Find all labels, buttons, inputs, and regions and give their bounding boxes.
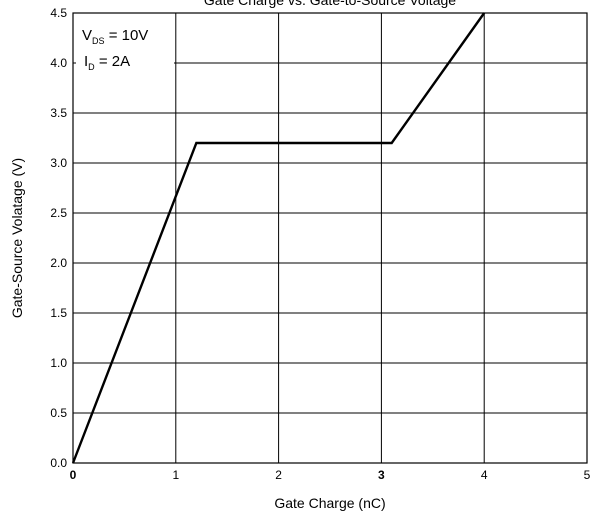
id-value: = 2A xyxy=(95,53,130,70)
y-tick-label: 4.0 xyxy=(50,56,67,70)
annotation-background xyxy=(76,16,174,88)
x-tick-label: 1 xyxy=(172,468,179,482)
vds-value: = 10V xyxy=(105,27,149,44)
y-tick-label: 2.5 xyxy=(50,206,67,220)
series-layer xyxy=(71,12,486,464)
x-tick-label: 3 xyxy=(378,468,385,482)
y-tick-label: 1.5 xyxy=(50,306,67,320)
y-tick-label: 0.0 xyxy=(50,456,67,470)
x-tick-label: 5 xyxy=(584,468,591,482)
y-axis-title: Gate-Source Volatage (V) xyxy=(9,158,25,318)
y-tick-label: 3.0 xyxy=(50,156,67,170)
y-tick-label: 0.5 xyxy=(50,406,67,420)
x-axis-ticks: 0 1 2 3 4 5 xyxy=(70,468,591,482)
vds-symbol: V xyxy=(82,27,92,44)
vds-annotation: VDS = 10V xyxy=(82,27,148,46)
id-subscript: D xyxy=(88,62,95,72)
id-annotation: ID = 2A xyxy=(84,53,130,72)
id-symbol: I xyxy=(84,53,88,70)
y-tick-label: 2.0 xyxy=(50,256,67,270)
y-tick-label: 1.0 xyxy=(50,356,67,370)
x-axis-title: Gate Charge (nC) xyxy=(274,495,385,511)
conditions-annotation: VDS = 10V ID = 2A xyxy=(76,16,174,88)
vds-subscript: DS xyxy=(92,36,105,46)
y-tick-label: 3.5 xyxy=(50,106,67,120)
chart-title: Gate Charge vs. Gate-to-Source Voltage xyxy=(204,0,456,8)
gate-charge-curve xyxy=(71,12,486,464)
y-axis-ticks: 0.0 0.5 1.0 1.5 2.0 2.5 3.0 3.5 4.0 4.5 xyxy=(50,6,67,470)
x-tick-label: 0 xyxy=(70,468,77,482)
y-tick-label: 4.5 xyxy=(50,6,67,20)
x-tick-label: 4 xyxy=(481,468,488,482)
plot-frame xyxy=(72,12,588,464)
x-tick-label: 2 xyxy=(275,468,282,482)
